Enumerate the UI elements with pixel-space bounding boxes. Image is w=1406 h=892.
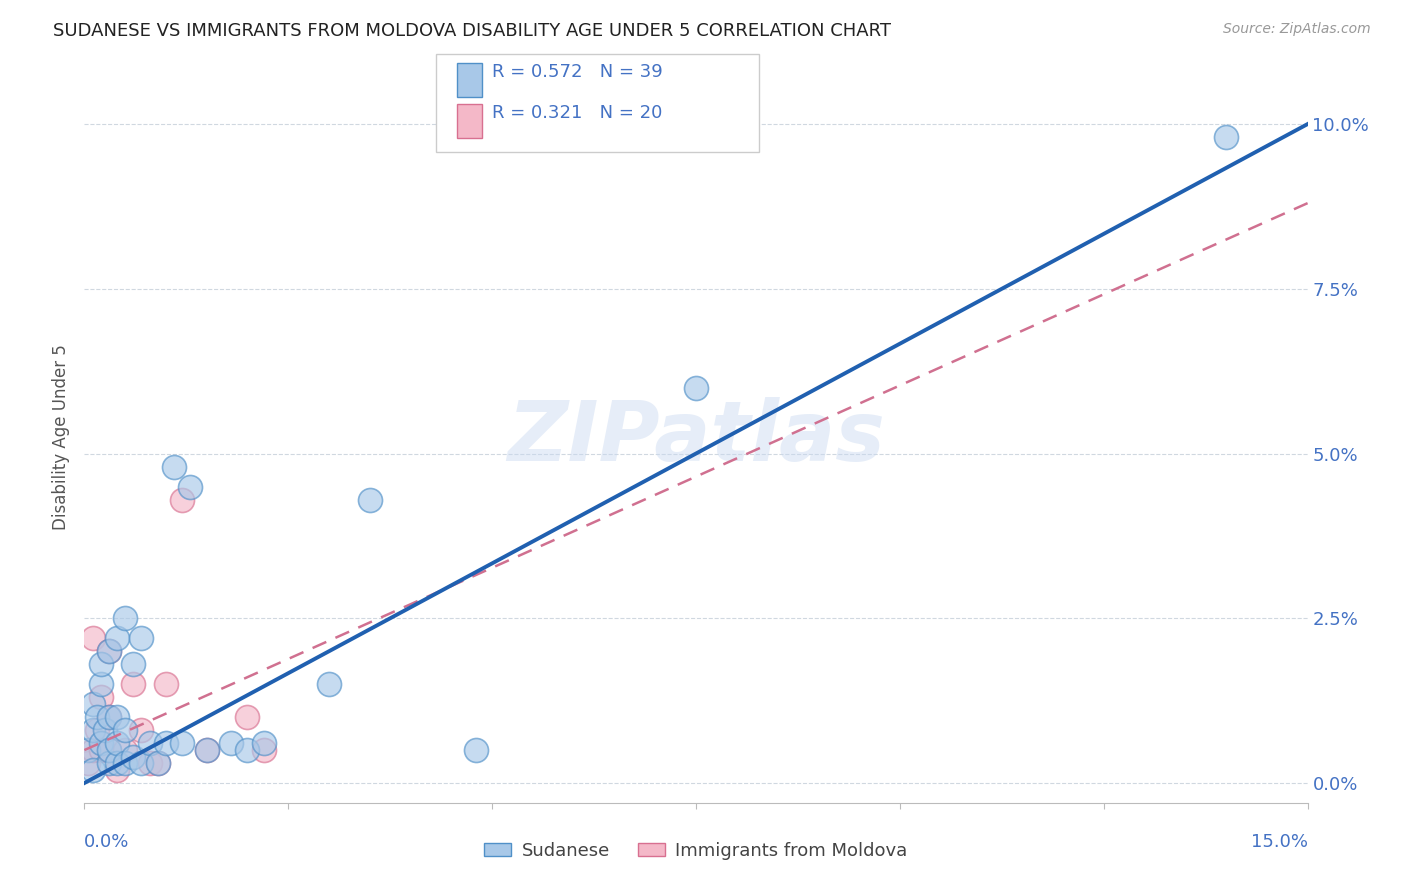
Point (138, 737, 160, 751)
Point (105, 710, 128, 724)
Text: 15.0%: 15.0% (1250, 833, 1308, 851)
Point (90, 657, 112, 672)
Point (97, 743, 120, 757)
Point (138, 756, 160, 771)
Point (90, 737, 112, 751)
Point (97, 743, 120, 757)
Point (172, 492, 194, 507)
Legend: Sudanese, Immigrants from Moldova: Sudanese, Immigrants from Moldova (477, 835, 915, 867)
Text: R = 0.572   N = 39: R = 0.572 N = 39 (492, 63, 662, 81)
Text: Source: ZipAtlas.com: Source: ZipAtlas.com (1223, 22, 1371, 37)
Point (318, 677, 340, 691)
Point (146, 756, 169, 771)
Point (86, 723, 108, 738)
Point (146, 756, 169, 771)
Text: SUDANESE VS IMMIGRANTS FROM MOLDOVA DISABILITY AGE UNDER 5 CORRELATION CHART: SUDANESE VS IMMIGRANTS FROM MOLDOVA DISA… (53, 22, 891, 40)
Point (195, 743, 218, 757)
Point (90, 743, 112, 757)
Point (97, 710, 120, 724)
Point (97, 644, 120, 658)
Point (105, 756, 128, 771)
Point (219, 737, 242, 751)
Point (131, 723, 153, 738)
Point (685, 381, 707, 395)
Point (105, 737, 128, 751)
Point (105, 631, 128, 645)
Point (82, 697, 104, 711)
Point (172, 737, 194, 751)
Point (195, 743, 218, 757)
Point (155, 737, 177, 751)
Point (90, 690, 112, 705)
Point (1215, 130, 1237, 145)
Point (122, 677, 145, 691)
Point (93, 723, 115, 738)
Text: ZIPatlas: ZIPatlas (508, 397, 884, 477)
Text: 0.0%: 0.0% (84, 833, 129, 851)
Point (90, 677, 112, 691)
Point (122, 657, 145, 672)
Point (179, 479, 201, 493)
Point (114, 723, 136, 738)
Point (236, 710, 259, 724)
Point (464, 743, 486, 757)
Point (163, 459, 186, 474)
Y-axis label: Disability Age Under 5: Disability Age Under 5 (52, 344, 70, 530)
Point (122, 749, 145, 764)
Point (82, 723, 104, 738)
Point (253, 743, 276, 757)
Text: R = 0.321   N = 20: R = 0.321 N = 20 (492, 104, 662, 122)
Point (86, 710, 108, 724)
Point (77, 743, 100, 757)
Point (105, 763, 128, 777)
Point (97, 644, 120, 658)
Point (114, 611, 136, 625)
Point (82, 763, 104, 777)
Point (359, 492, 381, 507)
Point (236, 743, 259, 757)
Point (131, 631, 153, 645)
Point (114, 756, 136, 771)
Point (97, 756, 120, 771)
Point (131, 756, 153, 771)
Point (253, 737, 276, 751)
Point (97, 710, 120, 724)
Point (82, 743, 104, 757)
Point (77, 756, 100, 771)
Point (82, 631, 104, 645)
Point (114, 743, 136, 757)
Point (155, 677, 177, 691)
